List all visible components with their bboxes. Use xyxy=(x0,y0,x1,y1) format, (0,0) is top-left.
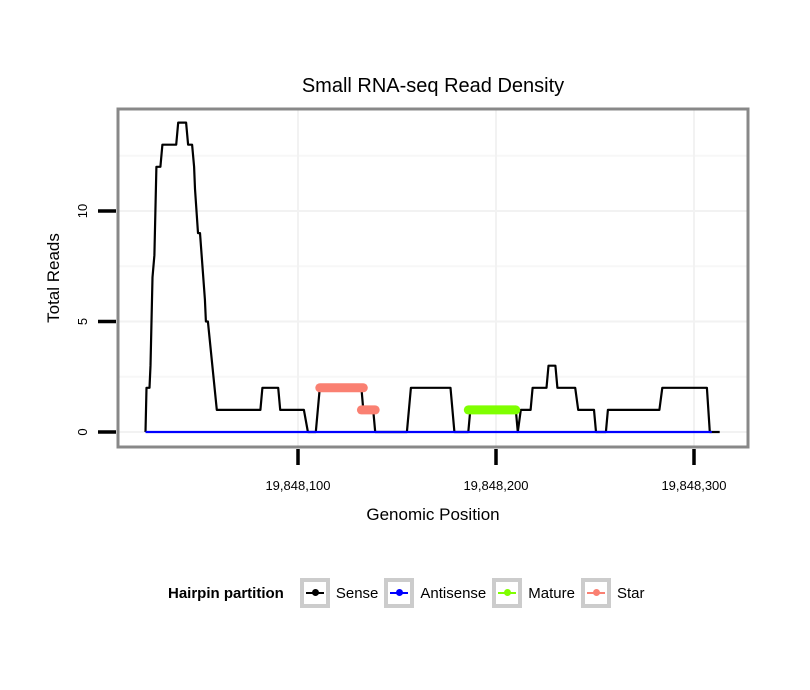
legend-title: Hairpin partition xyxy=(168,584,284,602)
axes: 0 5 10 19,848,100 19,848,200 19,848,300 xyxy=(75,204,727,493)
chart-title: Small RNA-seq Read Density xyxy=(302,75,564,97)
legend-item-star: Star xyxy=(580,578,645,608)
legend-key-antisense-icon xyxy=(384,578,415,608)
legend-key-mature-icon xyxy=(492,578,523,608)
x-tick-label: 19,848,100 xyxy=(265,478,330,493)
y-tick-label: 0 xyxy=(75,428,90,435)
legend-label-sense: Sense xyxy=(335,584,379,602)
legend-item-sense: Sense xyxy=(299,578,379,608)
legend-label-antisense: Antisense xyxy=(420,584,487,602)
legend-label-star: Star xyxy=(616,584,645,602)
grid xyxy=(118,109,748,447)
legend-item-mature: Mature xyxy=(492,578,575,608)
series-layer xyxy=(144,121,720,434)
x-axis-title: Genomic Position xyxy=(366,505,499,524)
y-tick-label: 5 xyxy=(75,318,90,325)
y-axis-title: Total Reads xyxy=(44,233,63,323)
plot-panel xyxy=(116,107,750,449)
y-tick-label: 10 xyxy=(75,204,90,218)
x-tick-label: 19,848,300 xyxy=(661,478,726,493)
legend-key-sense-icon xyxy=(299,578,330,608)
legend: Hairpin partition Sense Antisense Mature… xyxy=(168,578,650,608)
series-sense-line xyxy=(144,121,720,434)
x-tick-label: 19,848,200 xyxy=(463,478,528,493)
legend-item-antisense: Antisense xyxy=(384,578,486,608)
legend-key-star-icon xyxy=(580,578,611,608)
legend-label-mature: Mature xyxy=(528,584,575,602)
